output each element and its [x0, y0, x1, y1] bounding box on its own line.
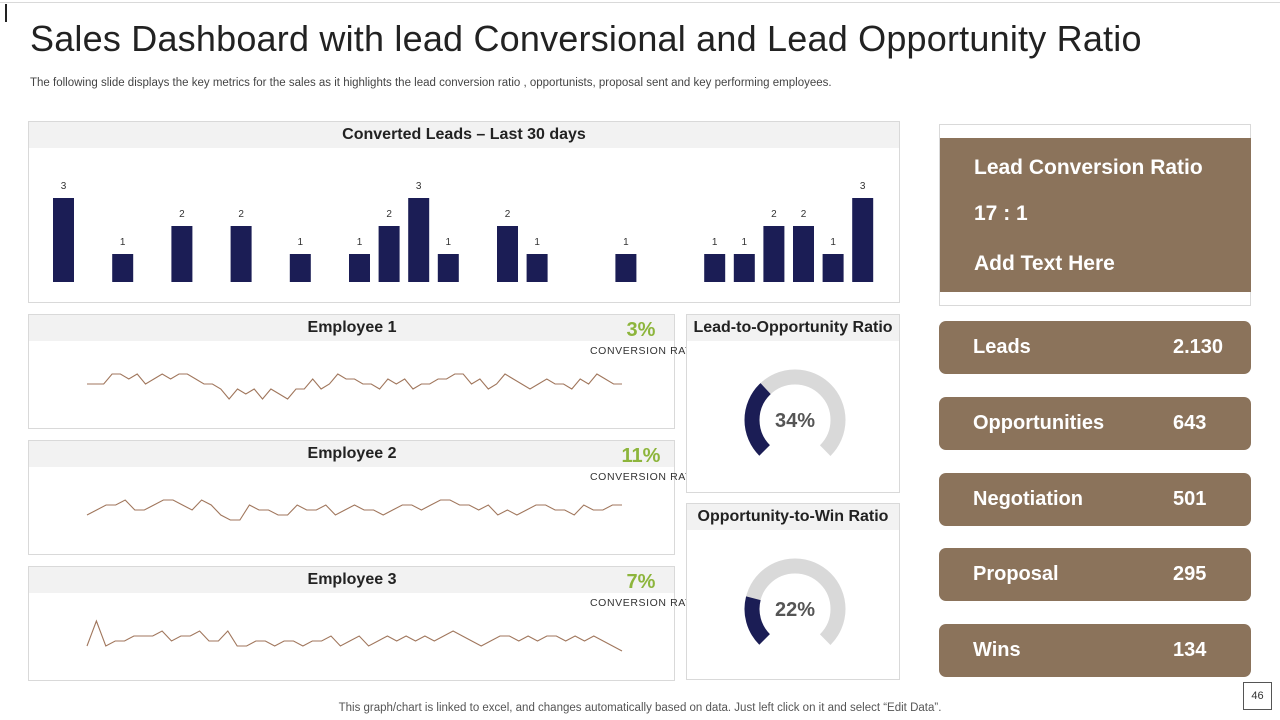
metric-proposal[interactable]: Proposal 295	[939, 548, 1251, 601]
bar-label-day-12: 2	[386, 209, 392, 220]
gauge-value-arc	[744, 369, 846, 471]
bar-label-day-3: 1	[120, 237, 126, 248]
bar-day-17[interactable]	[526, 254, 548, 282]
employee-3-conversion-label: CONVERSION RATE	[590, 597, 700, 609]
opportunity-to-win-title: Opportunity-to-Win Ratio	[687, 504, 899, 530]
converted-leads-chart[interactable]: 3 1 2 2 1 1 2 3 1 2 1 1 1 1 2 2 1 3	[29, 148, 899, 302]
bar-day-25[interactable]	[763, 226, 785, 282]
bar-label-day-14: 1	[446, 237, 452, 248]
bar-label-day-24: 1	[742, 237, 748, 248]
bar-label-day-16: 2	[505, 209, 511, 220]
bar-day-27[interactable]	[822, 254, 844, 282]
bar-label-day-13: 3	[416, 181, 422, 192]
bar-day-7[interactable]	[230, 226, 252, 282]
metric-proposal-label: Proposal	[973, 563, 1059, 585]
bar-day-24[interactable]	[733, 254, 755, 282]
bar-day-28[interactable]	[852, 198, 874, 282]
bar-day-14[interactable]	[437, 254, 459, 282]
bar-day-5[interactable]	[171, 226, 193, 282]
metric-opportunities-value: 643	[1173, 412, 1207, 434]
gauge-value-label: 34%	[775, 410, 815, 432]
bar-label-day-1: 3	[61, 181, 67, 192]
employee-2-conversion-value: 11%	[621, 445, 661, 467]
metric-leads-label: Leads	[973, 336, 1031, 358]
top-rule	[0, 2, 1280, 3]
bar-day-11[interactable]	[349, 254, 370, 282]
employee-2-name: Employee 2	[307, 445, 397, 462]
metric-opportunities-label: Opportunities	[973, 412, 1105, 434]
metric-negotiation-label: Negotiation	[973, 488, 1083, 510]
lead-conversion-text: Add Text Here	[974, 252, 1115, 275]
lead-to-opportunity-gauge[interactable]: 34%	[687, 345, 899, 490]
lead-conversion-box: Lead Conversion Ratio 17 : 1 Add Text He…	[940, 138, 1251, 292]
employee-1-panel: Employee 1 3% CONVERSION RATE	[28, 314, 699, 429]
employee-1-sparkline[interactable]	[29, 355, 674, 415]
employee-3-name: Employee 3	[307, 571, 397, 588]
bar-label-day-5: 2	[179, 209, 185, 220]
page-title: Sales Dashboard with lead Conversional a…	[30, 18, 1142, 59]
employee-1-name: Employee 1	[307, 319, 397, 336]
text-cursor-icon	[5, 4, 7, 22]
lead-conversion-card: Lead Conversion Ratio 17 : 1 Add Text He…	[939, 124, 1251, 306]
page-subtitle: The following slide displays the key met…	[30, 77, 832, 89]
bar-label-day-9: 1	[298, 237, 304, 248]
bar-label-day-11: 1	[357, 237, 363, 248]
footnote: This graph/chart is linked to excel, and…	[338, 702, 942, 714]
metric-negotiation-value: 501	[1173, 488, 1207, 510]
metric-leads[interactable]: Leads 2.130	[939, 321, 1251, 374]
bar-day-3[interactable]	[112, 254, 134, 282]
bar-label-day-20: 1	[623, 237, 629, 248]
employee-2-header	[29, 441, 674, 467]
bar-day-12[interactable]	[378, 226, 400, 282]
bar-label-day-23: 1	[712, 237, 718, 248]
bar-label-day-27: 1	[830, 237, 836, 248]
metric-wins-value: 134	[1173, 639, 1207, 661]
employee-2-panel: Employee 2 11% CONVERSION RATE	[28, 440, 699, 555]
bar-day-26[interactable]	[793, 226, 814, 282]
employee-3-header	[29, 567, 674, 593]
employee-2-sparkline[interactable]	[29, 481, 674, 541]
employee-3-conversion-value: 7%	[626, 571, 656, 593]
employee-2-line	[86, 499, 622, 521]
bar-label-day-7: 2	[238, 209, 244, 220]
opportunity-to-win-gauge[interactable]: 22%	[687, 534, 899, 679]
metric-wins[interactable]: Wins 134	[939, 624, 1251, 677]
gauge-value-arc	[744, 558, 846, 660]
lead-to-opportunity-title: Lead-to-Opportunity Ratio	[687, 315, 899, 341]
employee-1-conversion-label: CONVERSION RATE	[590, 345, 700, 357]
metric-leads-value: 2.130	[1173, 336, 1224, 358]
bar-day-1[interactable]	[53, 198, 74, 282]
bar-label-day-25: 2	[771, 209, 777, 220]
bar-label-day-26: 2	[801, 209, 807, 220]
lead-conversion-ratio: 17 : 1	[974, 202, 1028, 225]
bar-day-16[interactable]	[497, 226, 518, 282]
metric-opportunities[interactable]: Opportunities 643	[939, 397, 1251, 450]
bar-day-20[interactable]	[615, 254, 637, 282]
lead-conversion-title: Lead Conversion Ratio	[974, 156, 1203, 179]
employee-2-conversion-label: CONVERSION RATE	[590, 471, 700, 483]
bar-label-day-17: 1	[534, 237, 540, 248]
converted-leads-title: Converted Leads – Last 30 days	[29, 122, 899, 148]
metric-wins-label: Wins	[973, 639, 1021, 661]
employee-1-line	[87, 373, 622, 400]
metric-negotiation[interactable]: Negotiation 501	[939, 473, 1251, 526]
employee-1-conversion-value: 3%	[626, 319, 656, 341]
page-number: 46	[1243, 682, 1272, 710]
opportunity-to-win-panel: Opportunity-to-Win Ratio 22%	[686, 503, 900, 680]
employee-3-panel: Employee 3 7% CONVERSION RATE	[28, 566, 699, 681]
bar-label-day-28: 3	[860, 181, 866, 192]
lead-to-opportunity-panel: Lead-to-Opportunity Ratio 34%	[686, 314, 900, 493]
bar-day-9[interactable]	[289, 254, 311, 282]
bar-day-13[interactable]	[408, 198, 430, 282]
converted-leads-panel: Converted Leads – Last 30 days 3 1 2 2 1 1 2 3 1…	[28, 121, 900, 303]
gauge-value-label: 22%	[775, 599, 815, 621]
employee-3-line	[86, 619, 623, 652]
bar-day-23[interactable]	[704, 254, 726, 282]
employee-3-sparkline[interactable]	[29, 607, 674, 667]
metric-proposal-value: 295	[1173, 563, 1207, 585]
employee-1-header	[29, 315, 674, 341]
